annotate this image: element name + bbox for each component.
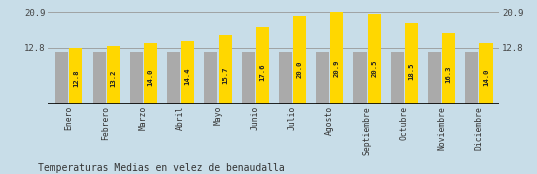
Bar (442, 33, 455, 104)
Text: Temperaturas Medias en velez de benaudalla: Temperaturas Medias en velez de benaudal… (38, 163, 284, 173)
Bar (219, 35, 231, 104)
Bar (391, 52, 404, 104)
Bar (181, 41, 194, 104)
Text: 20.5: 20.5 (371, 60, 377, 77)
Bar (256, 27, 269, 104)
Bar (242, 52, 255, 104)
Text: 12.8: 12.8 (73, 70, 79, 88)
Bar (205, 52, 217, 104)
Bar (293, 16, 306, 104)
Bar (167, 52, 180, 104)
Bar (316, 52, 329, 104)
Text: 20.9: 20.9 (334, 59, 340, 77)
Text: 18.5: 18.5 (409, 62, 415, 80)
Bar (279, 52, 292, 104)
Text: 15.7: 15.7 (222, 66, 228, 84)
Bar (107, 46, 120, 104)
Bar (480, 43, 492, 104)
Text: 16.3: 16.3 (446, 65, 452, 83)
Bar (405, 23, 418, 104)
Text: 17.6: 17.6 (259, 64, 265, 81)
Bar (130, 52, 143, 104)
Bar (368, 14, 381, 104)
Bar (330, 12, 343, 104)
Bar (69, 48, 83, 104)
Text: 14.0: 14.0 (148, 68, 154, 86)
Bar (92, 52, 106, 104)
Bar (428, 52, 441, 104)
Bar (55, 52, 68, 104)
Text: 14.4: 14.4 (185, 68, 191, 85)
Bar (353, 52, 367, 104)
Text: 20.0: 20.0 (296, 60, 302, 78)
Text: 14.0: 14.0 (483, 68, 489, 86)
Bar (144, 43, 157, 104)
Bar (465, 52, 478, 104)
Text: 13.2: 13.2 (110, 69, 116, 87)
